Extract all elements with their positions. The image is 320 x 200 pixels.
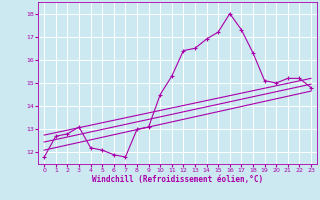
X-axis label: Windchill (Refroidissement éolien,°C): Windchill (Refroidissement éolien,°C) <box>92 175 263 184</box>
